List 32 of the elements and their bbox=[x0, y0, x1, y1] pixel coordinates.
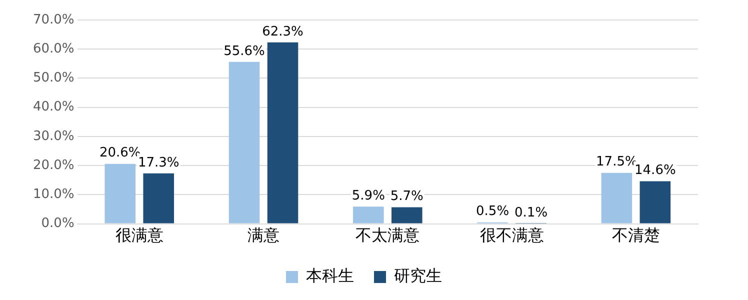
x-tick-label: 很不满意 bbox=[480, 226, 544, 245]
bar bbox=[353, 206, 384, 224]
x-tick-label: 满意 bbox=[248, 226, 280, 245]
x-tick-label: 不太满意 bbox=[356, 226, 420, 245]
data-label: 17.5% bbox=[596, 154, 638, 170]
data-label: 55.6% bbox=[224, 44, 265, 59]
bar bbox=[104, 164, 136, 224]
legend-label: 研究生 bbox=[394, 266, 442, 286]
y-tick-label: 10.0% bbox=[32, 187, 74, 202]
data-label: 0.1% bbox=[514, 205, 548, 220]
bar bbox=[640, 181, 671, 224]
y-tick-label: 30.0% bbox=[32, 128, 74, 144]
y-tick-label: 40.0% bbox=[32, 100, 74, 115]
data-label: 17.3% bbox=[138, 155, 180, 170]
data-label: 14.6% bbox=[634, 163, 676, 178]
x-tick-label: 很满意 bbox=[115, 226, 164, 245]
x-tick-label: 不清楚 bbox=[612, 226, 660, 245]
bar bbox=[267, 42, 298, 224]
bar bbox=[601, 172, 632, 224]
bar bbox=[143, 173, 174, 224]
y-tick-label: 50.0% bbox=[32, 70, 74, 86]
y-tick-label: 20.0% bbox=[32, 158, 74, 173]
y-tick-label: 70.0% bbox=[32, 12, 74, 28]
data-label: 5.9% bbox=[352, 188, 385, 204]
data-label: 0.5% bbox=[476, 204, 510, 220]
legend-label: 本科生 bbox=[306, 266, 354, 286]
bar bbox=[228, 62, 260, 224]
data-label: 5.7% bbox=[390, 189, 424, 204]
y-tick-label: 0.0% bbox=[41, 216, 74, 232]
bar bbox=[392, 207, 422, 224]
y-tick-label: 60.0% bbox=[32, 41, 74, 56]
data-label: 62.3% bbox=[262, 24, 304, 40]
